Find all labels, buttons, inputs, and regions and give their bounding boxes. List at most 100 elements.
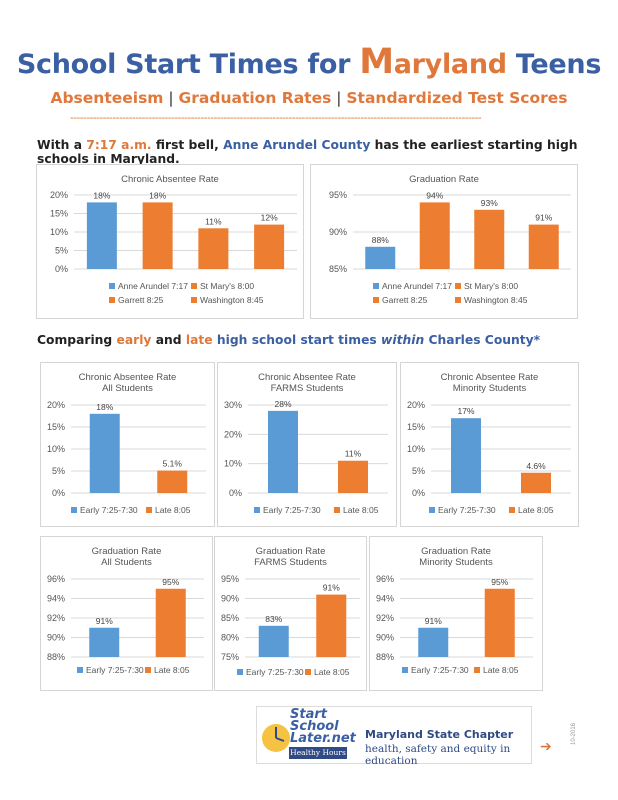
data-label: 91% <box>425 616 442 626</box>
bar <box>89 627 120 657</box>
legend-swatch <box>109 297 115 303</box>
legend-label: Late 8:05 <box>518 505 554 515</box>
legend-label: Early 7:25-7:30 <box>438 505 496 515</box>
chart-title: All Students <box>102 383 153 394</box>
next-page-arrow-icon[interactable]: ➔ <box>540 738 552 754</box>
legend-swatch <box>305 669 311 675</box>
data-label: 83% <box>265 614 282 624</box>
y-tick-label: 75% <box>221 652 239 662</box>
legend-label: Early 7:25-7:30 <box>411 665 469 675</box>
legend-swatch <box>237 669 243 675</box>
chart-absentee-counties: Chronic Absentee Rate 0% 5% 10% 15% 20% 18% 18%… <box>36 164 304 319</box>
y-tick-label: 88% <box>376 652 394 662</box>
y-tick-label: 94% <box>376 594 394 604</box>
y-tick-label: 20% <box>407 400 425 410</box>
data-label: 18% <box>93 190 110 200</box>
sun-clock-icon <box>262 724 290 752</box>
legend-swatch <box>109 283 115 289</box>
y-tick-label: 80% <box>221 633 239 643</box>
legend-swatch <box>254 507 260 513</box>
bar <box>365 246 396 269</box>
y-tick-label: 92% <box>376 613 394 623</box>
compare-heading: Comparing early and late high school sta… <box>37 333 541 347</box>
legend-swatch <box>455 283 461 289</box>
legend-swatch <box>77 667 83 673</box>
y-tick-label: 95% <box>329 190 347 200</box>
bar <box>254 224 285 269</box>
bar <box>528 224 559 269</box>
legend-label: Late 8:05 <box>483 665 519 675</box>
legend-label: Anne Arundel 7:17 <box>382 281 452 291</box>
y-tick-label: 10% <box>47 444 65 454</box>
intro-heading: With a 7:17 a.m. first bell, Anne Arunde… <box>37 138 578 166</box>
y-tick-label: 90% <box>376 633 394 643</box>
chapter-name: Maryland State Chapter <box>365 728 514 741</box>
y-tick-label: 15% <box>407 422 425 432</box>
data-label: 11% <box>205 216 222 226</box>
data-label: 88% <box>372 235 389 245</box>
data-label: 12% <box>261 213 278 223</box>
legend-swatch <box>191 297 197 303</box>
date-code: 10-2016 <box>571 722 577 745</box>
y-tick-label: 15% <box>50 209 68 219</box>
bar <box>86 202 117 269</box>
legend-label: Anne Arundel 7:17 <box>118 281 188 291</box>
legend-swatch <box>71 507 77 513</box>
y-tick-label: 94% <box>47 594 65 604</box>
data-label: 91% <box>96 616 113 626</box>
healthy-hours-badge: Healthy Hours <box>289 747 347 759</box>
legend-swatch <box>373 297 379 303</box>
start-school-later-logo: Start School Later.net Healthy Hours Mar… <box>256 706 532 767</box>
y-tick-label: 90% <box>221 594 239 604</box>
y-tick-label: 96% <box>47 574 65 584</box>
bar <box>418 627 449 657</box>
bar <box>419 202 450 269</box>
data-label: 18% <box>149 190 166 200</box>
legend-label: St Mary's 8:00 <box>464 281 518 291</box>
y-tick-label: 20% <box>224 429 242 439</box>
legend-swatch <box>474 667 480 673</box>
data-label: 5.1% <box>163 459 183 469</box>
legend-label: Garrett 8:25 <box>118 295 164 305</box>
y-tick-label: 92% <box>47 613 65 623</box>
y-tick-label: 15% <box>47 422 65 432</box>
y-tick-label: 0% <box>412 488 425 498</box>
dashed-divider: ----------------------------------------… <box>70 112 482 124</box>
legend-label: Washington 8:45 <box>200 295 264 305</box>
bar <box>258 625 289 657</box>
legend-swatch <box>402 667 408 673</box>
chart-title: All Students <box>101 557 152 568</box>
y-tick-label: 30% <box>224 400 242 410</box>
y-tick-label: 20% <box>50 190 68 200</box>
legend-swatch <box>373 283 379 289</box>
chart-title: Graduation Rate <box>409 174 479 185</box>
bar <box>268 410 298 493</box>
bar <box>484 588 515 657</box>
chart-graduation-minority: Graduation Rate Minority Students 88% 90% 92… <box>369 536 543 691</box>
data-label: 95% <box>162 577 179 587</box>
y-tick-label: 0% <box>55 264 68 274</box>
bar <box>198 228 229 269</box>
bar <box>142 202 173 269</box>
bar <box>474 209 505 269</box>
data-label: 17% <box>457 406 474 416</box>
y-tick-label: 10% <box>50 227 68 237</box>
legend-label: Early 7:25-7:30 <box>246 667 304 677</box>
y-tick-label: 85% <box>329 264 347 274</box>
y-tick-label: 5% <box>55 246 68 256</box>
bar <box>451 418 481 493</box>
legend-swatch <box>334 507 340 513</box>
legend-label: Late 8:05 <box>154 665 190 675</box>
y-tick-label: 90% <box>47 633 65 643</box>
legend-label: Washington 8:45 <box>464 295 528 305</box>
legend-swatch <box>455 297 461 303</box>
y-tick-label: 0% <box>52 488 65 498</box>
legend-swatch <box>145 667 151 673</box>
chart-absentee-farms: Chronic Absentee Rate FARMS Students 0% 10%… <box>217 362 397 527</box>
bar <box>521 472 551 493</box>
legend-swatch <box>429 507 435 513</box>
legend-label: Late 8:05 <box>314 667 350 677</box>
data-label: 93% <box>481 198 498 208</box>
chart-graduation-counties: Graduation Rate 85% 90% 95% 88% 94% 93% 91% Anne… <box>310 164 578 319</box>
legend-label: Early 7:25-7:30 <box>263 505 321 515</box>
